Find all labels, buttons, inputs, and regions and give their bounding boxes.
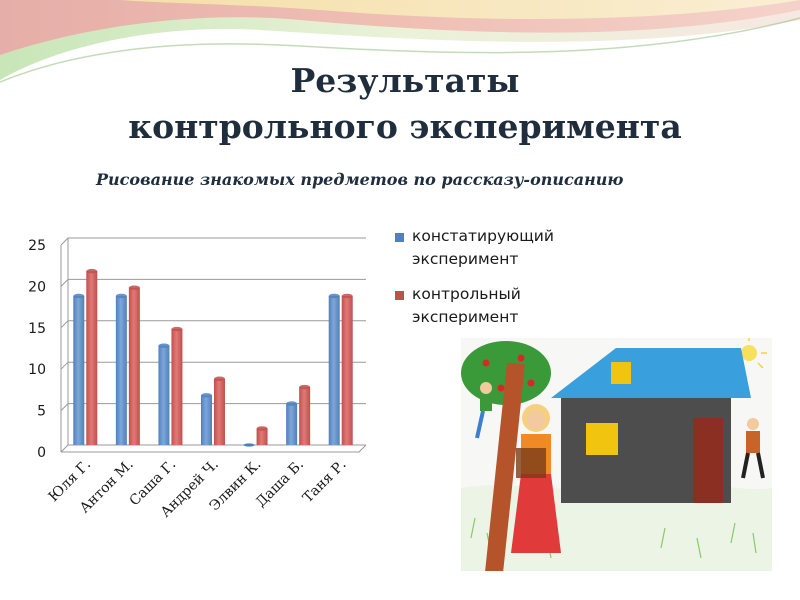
- header-swoosh-decoration: [0, 0, 800, 83]
- legend-label-2-line1: контрольный: [412, 285, 521, 303]
- gridline: [60, 361, 366, 370]
- y-tick-label: 0: [37, 445, 46, 461]
- bar-blue: [201, 395, 212, 445]
- gridline: [60, 320, 366, 329]
- bar-red: [256, 428, 268, 445]
- bar-red: [214, 378, 225, 445]
- gridline: [60, 237, 366, 246]
- bar-red: [128, 287, 140, 445]
- bar-red-top: [214, 376, 225, 381]
- gridline: [60, 444, 366, 453]
- gridline: [60, 403, 366, 411]
- child-drawing-image: [461, 338, 772, 571]
- bar-blue-top: [158, 343, 170, 348]
- bar-red-top: [86, 268, 98, 274]
- bar-blue-top: [201, 393, 212, 398]
- bar-red-top: [171, 326, 183, 332]
- slide-subtitle: Рисование знакомых предметов по рассказу…: [96, 170, 624, 189]
- legend-swatch-red: [395, 291, 404, 300]
- bar-blue: [158, 345, 170, 445]
- legend-item-series-1: констатирующий эксперимент: [395, 225, 595, 271]
- bar-red: [341, 295, 353, 445]
- legend-item-series-2: контрольный эксперимент: [395, 283, 595, 329]
- bar-blue-top: [115, 293, 127, 299]
- slide-title: Результаты контрольного эксперимента: [0, 58, 800, 150]
- y-tick-label: 15: [28, 321, 46, 337]
- y-tick-label: 25: [28, 238, 46, 254]
- gridline: [60, 278, 366, 287]
- bar-blue-top: [286, 401, 298, 406]
- bar-blue-top: [73, 293, 85, 299]
- legend-swatch-blue: [395, 233, 404, 242]
- bar-red: [299, 387, 311, 445]
- x-tick-label: Таня Р.: [300, 457, 350, 507]
- legend-label-2-line2: эксперимент: [412, 308, 519, 326]
- bar-red-top: [299, 384, 311, 390]
- bar-blue: [328, 295, 340, 445]
- bar-red-top: [256, 426, 268, 431]
- bar-blue-top: [328, 293, 340, 299]
- bar-red-top: [341, 293, 353, 299]
- y-tick-label: 20: [28, 279, 46, 295]
- title-line-2: контрольного эксперимента: [128, 107, 682, 146]
- bar-red: [86, 271, 98, 445]
- x-axis: [61, 444, 367, 453]
- bar-blue: [115, 295, 127, 445]
- legend-label-1-line1: констатирующий: [412, 227, 554, 245]
- legend-label-1-line2: эксперимент: [412, 250, 519, 268]
- y-tick-label: 10: [28, 362, 46, 378]
- bar-red-top: [128, 285, 140, 290]
- y-tick-label: 5: [37, 404, 46, 420]
- bar-red: [171, 329, 183, 445]
- title-line-1: Результаты: [290, 61, 520, 100]
- bar-blue: [243, 443, 255, 447]
- bar-blue: [73, 295, 85, 445]
- chart-legend: констатирующий эксперимент контрольный э…: [395, 225, 595, 341]
- bar-blue: [286, 403, 298, 445]
